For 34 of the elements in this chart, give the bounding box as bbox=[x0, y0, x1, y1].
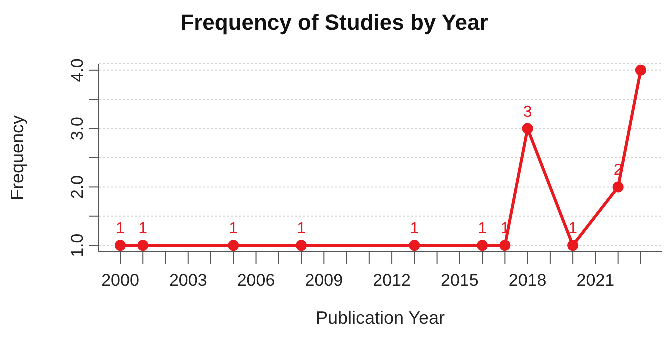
x-tick-label: 2003 bbox=[169, 271, 208, 290]
point bbox=[522, 123, 534, 134]
y-tick-label: 4.0 bbox=[68, 58, 87, 82]
data-label: 1 bbox=[410, 220, 420, 238]
point bbox=[228, 240, 240, 252]
point bbox=[635, 64, 646, 76]
x-tick-label: 2012 bbox=[373, 271, 411, 290]
chart-title: Frequency of Studies by Year bbox=[180, 10, 490, 36]
y-tick-label: 3.0 bbox=[68, 116, 87, 141]
data-label: 1 bbox=[138, 220, 148, 238]
y-tick-label: 1.0 bbox=[68, 234, 87, 258]
data-label: 1 bbox=[116, 220, 126, 238]
x-tick-label: 2000 bbox=[102, 271, 140, 290]
data-label: 3 bbox=[523, 104, 532, 121]
point bbox=[477, 240, 488, 252]
x-tick-label: 2018 bbox=[508, 271, 547, 290]
point bbox=[568, 240, 579, 252]
y-axis-title: Frequency bbox=[7, 115, 28, 201]
x-axis-title: Publication Year bbox=[316, 308, 446, 328]
data-label: 1 bbox=[568, 220, 578, 238]
x-tick-label: 2009 bbox=[305, 271, 344, 290]
x-tick-label: 2015 bbox=[441, 271, 479, 290]
point bbox=[114, 240, 126, 252]
data-label: 1 bbox=[229, 220, 238, 238]
data-label: 1 bbox=[297, 220, 306, 238]
point bbox=[500, 240, 511, 252]
x-tick-label: 2021 bbox=[576, 271, 615, 290]
point bbox=[296, 240, 308, 252]
x-tick-label: 2006 bbox=[237, 271, 276, 290]
point bbox=[138, 240, 149, 252]
point bbox=[612, 182, 624, 193]
data-label: 1 bbox=[478, 220, 488, 238]
y-tick-label: 2.0 bbox=[68, 175, 87, 200]
point bbox=[409, 240, 420, 252]
